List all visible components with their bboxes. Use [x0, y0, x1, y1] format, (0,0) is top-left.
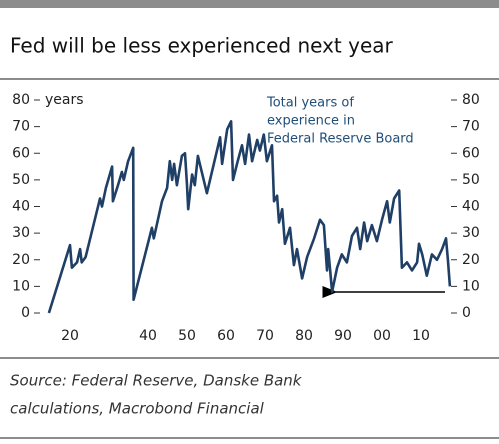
- y2-tick-label: 30: [462, 225, 480, 241]
- y-tick-label: 70: [12, 119, 30, 135]
- y2-tick-label: 0: [462, 305, 471, 321]
- y2-tick-label: 70: [462, 119, 480, 135]
- annotation: Federal Reserve Board: [267, 132, 414, 147]
- source: calculations, Macrobond Financial: [10, 400, 265, 418]
- y2-tick-label: 80: [462, 92, 480, 108]
- annotation: experience in: [267, 114, 355, 129]
- y2-tick-label: 20: [462, 252, 480, 268]
- y-tick-label: 80: [12, 92, 30, 108]
- x-tick-label: 20: [61, 328, 79, 344]
- source: Source: Federal Reserve, Danske Bank: [10, 372, 303, 390]
- x-tick-label: 60: [217, 328, 235, 344]
- x-tick-label: 40: [139, 328, 157, 344]
- chart-title: Fed will be less experienced next year: [10, 34, 394, 58]
- y-tick-label: 20: [12, 252, 30, 268]
- y-tick-label: 30: [12, 225, 30, 241]
- y-tick-label: 40: [12, 199, 30, 215]
- y2-tick-label: 50: [462, 172, 480, 188]
- top-bar: [0, 0, 499, 8]
- y-tick-label: 0: [21, 305, 30, 321]
- y-tick-label: 10: [12, 278, 30, 294]
- y2-tick-label: 60: [462, 145, 480, 161]
- annotation: Total years of: [266, 96, 354, 111]
- x-tick-label: 90: [334, 328, 352, 344]
- data-line: [47, 120, 452, 314]
- x-tick-label: 70: [256, 328, 274, 344]
- x-tick-label: 10: [412, 328, 430, 344]
- x-tick-label: 50: [178, 328, 196, 344]
- x-tick-label: 00: [373, 328, 391, 344]
- x-tick-label: 80: [295, 328, 313, 344]
- y-unit-label: years: [45, 92, 84, 108]
- y2-tick-label: 40: [462, 199, 480, 215]
- y2-tick-label: 10: [462, 278, 480, 294]
- y-tick-label: 60: [12, 145, 30, 161]
- y-tick-label: 50: [12, 172, 30, 188]
